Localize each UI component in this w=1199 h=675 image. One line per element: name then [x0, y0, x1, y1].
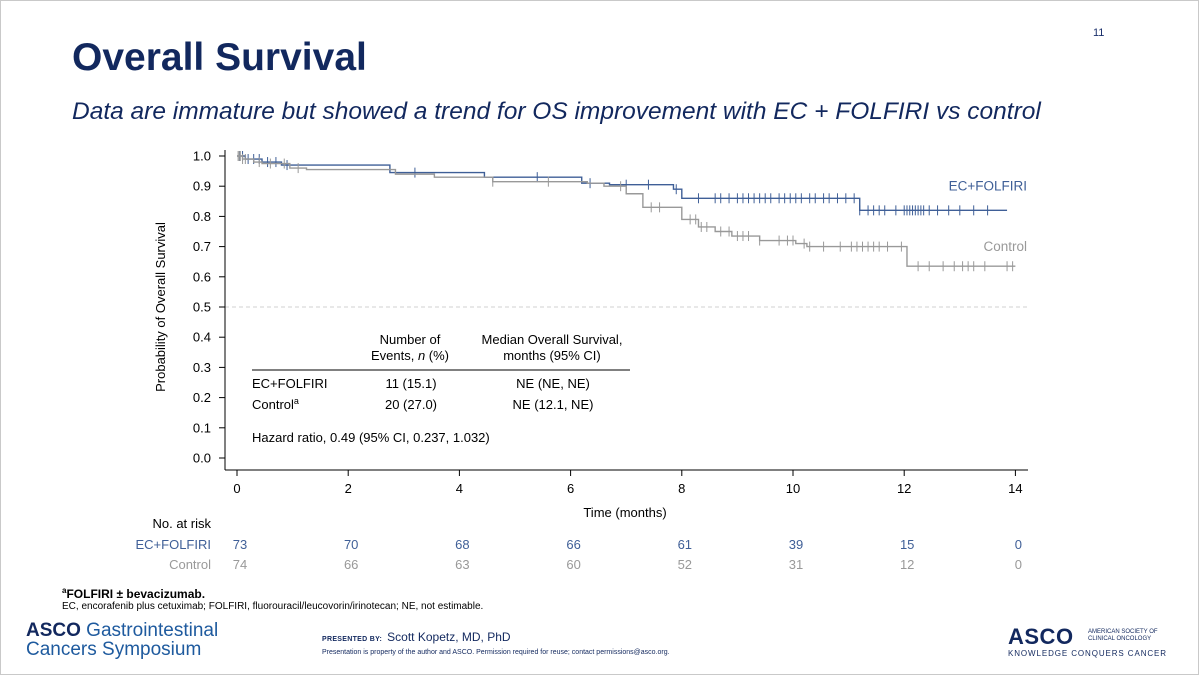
footnote-a: aFOLFIRI ± bevacizumab.: [62, 586, 205, 601]
footnote-marker: a: [62, 586, 67, 595]
at-risk-value: 66: [566, 537, 580, 552]
at-risk-row-label: Control: [169, 557, 211, 572]
y-axis-label: Probability of Overall Survival: [153, 222, 168, 392]
table-row-median: NE (NE, NE): [516, 376, 590, 391]
at-risk-value: 39: [789, 537, 803, 552]
at-risk-value: 70: [344, 537, 358, 552]
asco-society-name: AMERICAN SOCIETY OF CLINICAL ONCOLOGY: [1088, 629, 1158, 642]
abbreviations-footnote: EC, encorafenib plus cetuximab; FOLFIRI,…: [62, 601, 484, 612]
presenter-name: Scott Kopetz, MD, PhD: [387, 630, 511, 644]
at-risk-value: 60: [566, 557, 580, 572]
table-header-events-line2: Events, n (%): [371, 348, 449, 363]
x-tick-label: 8: [678, 481, 685, 496]
x-tick-label: 6: [567, 481, 574, 496]
table-row-median: NE (12.1, NE): [513, 397, 594, 412]
at-risk-value: 52: [678, 557, 692, 572]
x-tick-label: 4: [456, 481, 463, 496]
at-risk-value: 73: [233, 537, 247, 552]
y-tick-label: 0.7: [193, 239, 211, 254]
asco-logo-text: ASCO: [1008, 624, 1074, 649]
asco-gi-symposium-logo: ASCO Gastrointestinal Cancers Symposium: [26, 621, 218, 659]
y-tick-label: 0.9: [193, 179, 211, 194]
table-row-events: 20 (27.0): [385, 397, 437, 412]
x-tick-label: 0: [233, 481, 240, 496]
series-label-control: Control: [983, 239, 1027, 254]
slide-subtitle: Data are immature but showed a trend for…: [72, 98, 1041, 125]
footnote-text: FOLFIRI ± bevacizumab.: [66, 587, 206, 601]
property-note: Presentation is property of the author a…: [322, 649, 670, 656]
x-tick-label: 12: [897, 481, 911, 496]
at-risk-value: 15: [900, 537, 914, 552]
at-risk-row-label: EC+FOLFIRI: [136, 537, 212, 552]
at-risk-value: 63: [455, 557, 469, 572]
hazard-ratio-text: Hazard ratio, 0.49 (95% CI, 0.237, 1.032…: [252, 430, 490, 445]
at-risk-value: 68: [455, 537, 469, 552]
table-header-events: Number of: [380, 332, 441, 347]
y-tick-label: 0.3: [193, 360, 211, 375]
x-tick-label: 2: [345, 481, 352, 496]
y-tick-label: 0.4: [193, 330, 211, 345]
y-tick-label: 0.8: [193, 209, 211, 224]
y-tick-label: 0.5: [193, 300, 211, 315]
table-row-arm: Controla: [252, 396, 299, 412]
presented-by-label: PRESENTED BY:: [322, 636, 383, 643]
at-risk-value: 31: [789, 557, 803, 572]
x-axis-label: Time (months): [583, 505, 666, 520]
x-tick-label: 10: [786, 481, 800, 496]
at-risk-value: 0: [1015, 537, 1022, 552]
at-risk-value: 74: [233, 557, 247, 572]
y-tick-label: 0.1: [193, 420, 211, 435]
y-tick-label: 0.6: [193, 269, 211, 284]
table-header-median: Median Overall Survival,: [482, 332, 623, 347]
logo-symposium: Cancers Symposium: [26, 639, 202, 660]
km-curve-ec-folfiri: [237, 155, 1008, 212]
slide-number: 11: [1093, 27, 1105, 39]
presented-by: PRESENTED BY: Scott Kopetz, MD, PhD: [322, 630, 511, 644]
x-tick-label: 14: [1008, 481, 1022, 496]
series-label-ec-folfiri: EC+FOLFIRI: [949, 179, 1027, 194]
logo-gastrointestinal: Gastrointestinal: [80, 620, 219, 641]
table-row-arm: EC+FOLFIRI: [252, 376, 328, 391]
at-risk-value: 66: [344, 557, 358, 572]
asco-tagline: KNOWLEDGE CONQUERS CANCER: [1008, 649, 1167, 658]
at-risk-value: 12: [900, 557, 914, 572]
table-row-events: 11 (15.1): [385, 376, 436, 391]
y-tick-label: 1.0: [193, 149, 211, 164]
y-tick-label: 0.2: [193, 390, 211, 405]
km-curve-control: [237, 155, 1016, 267]
at-risk-title: No. at risk: [152, 516, 211, 531]
asco-logo: ASCO AMERICAN SOCIETY OF CLINICAL ONCOLO…: [1008, 624, 1167, 658]
y-tick-label: 0.0: [193, 451, 211, 466]
table-header-median-line2: months (95% CI): [503, 348, 601, 363]
at-risk-value: 0: [1015, 557, 1022, 572]
slide-title: Overall Survival: [72, 36, 367, 79]
at-risk-value: 61: [678, 537, 692, 552]
asco-wordmark: ASCO: [26, 620, 81, 641]
